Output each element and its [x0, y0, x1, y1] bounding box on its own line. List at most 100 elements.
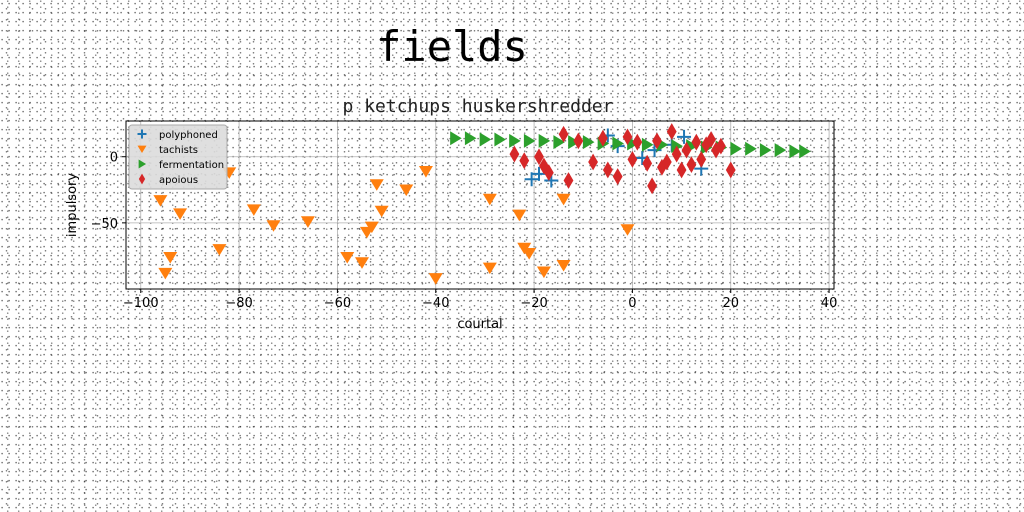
x-tick-label: 40 [821, 296, 838, 311]
x-axis-label: courtal [457, 317, 502, 332]
data-point [369, 179, 384, 191]
series-layer [153, 123, 811, 285]
data-point [563, 172, 574, 189]
data-point [730, 141, 742, 156]
data-point [573, 132, 584, 150]
data-point [464, 131, 477, 146]
data-point [523, 133, 536, 148]
data-point [428, 273, 443, 285]
legend-label: fermentation [159, 160, 224, 171]
data-point [745, 141, 757, 156]
data-point [266, 220, 281, 232]
data-point [553, 135, 565, 150]
data-point [774, 143, 787, 158]
data-point [582, 135, 595, 150]
data-point [686, 156, 697, 174]
data-point [647, 177, 657, 195]
ticks: −100 −80 −60 −40 −20 0 20 40 0 −50 [91, 151, 838, 311]
data-point [598, 129, 608, 147]
data-point [799, 144, 811, 159]
legend-marker [138, 173, 146, 185]
data-point [524, 172, 539, 187]
data-point [173, 208, 188, 220]
x-tick-label: −60 [324, 296, 351, 311]
data-point [612, 136, 624, 151]
data-point [418, 166, 433, 178]
data-point [789, 144, 801, 159]
data-point [759, 143, 772, 158]
data-point [588, 153, 598, 171]
data-point [494, 132, 506, 147]
data-point [482, 262, 497, 275]
x-tick-label: −100 [123, 296, 159, 311]
data-point [536, 266, 551, 279]
y-axis-label: impulsory [65, 173, 80, 237]
data-point [725, 161, 736, 179]
data-point [558, 125, 569, 143]
data-point [212, 244, 227, 256]
x-tick-label: 20 [722, 296, 739, 311]
data-point [538, 133, 551, 148]
data-point [632, 133, 643, 151]
legend-box [128, 124, 228, 190]
legend-marker [137, 145, 147, 154]
data-point [622, 128, 633, 146]
data-point [677, 129, 692, 144]
data-point [671, 145, 682, 163]
legend-label: tachists [159, 145, 198, 156]
data-point [641, 137, 654, 152]
data-point [340, 252, 355, 264]
data-point [661, 153, 672, 171]
data-point [509, 145, 520, 163]
data-point [706, 131, 716, 148]
data-point [153, 195, 168, 207]
data-point [364, 221, 379, 234]
data-point [696, 150, 707, 168]
data-point [374, 205, 389, 218]
series-fermentation [450, 131, 811, 159]
data-point [355, 257, 369, 269]
legend-marker [137, 129, 147, 139]
data-point [666, 123, 677, 140]
legend-label: polyphoned [159, 130, 218, 141]
x-tick-label: −80 [225, 296, 252, 311]
chart-title: p ketchups huskershredder [343, 96, 614, 117]
data-point [519, 152, 530, 170]
x-tick-label: −40 [422, 296, 449, 311]
data-point [556, 259, 571, 272]
data-point [482, 193, 497, 206]
x-tick-label: 0 [628, 296, 636, 311]
y-tick-label: 0 [110, 151, 118, 166]
data-point [556, 193, 571, 206]
data-point [163, 252, 178, 264]
data-point [509, 133, 521, 148]
series-tachists [153, 166, 635, 285]
data-point [534, 148, 544, 166]
legend-marker [138, 159, 147, 169]
data-point [691, 133, 702, 151]
data-point [676, 161, 687, 179]
legend-label: apoious [159, 175, 198, 186]
x-tick-label: −20 [520, 296, 547, 311]
data-point [543, 164, 554, 181]
data-point [652, 132, 662, 150]
data-point [642, 154, 653, 172]
series-apoious [509, 123, 736, 195]
data-point [512, 209, 527, 222]
data-point [671, 139, 683, 154]
data-point [568, 135, 580, 150]
data-point [246, 204, 261, 216]
data-point [602, 161, 613, 179]
data-point [612, 168, 623, 185]
data-point [716, 137, 726, 155]
data-point [627, 150, 638, 168]
legend: polyphoned tachists fermentation apoious [128, 124, 228, 190]
data-point [681, 141, 692, 159]
data-point [158, 267, 173, 280]
data-point [300, 216, 315, 228]
data-point [620, 224, 635, 236]
data-point [399, 184, 414, 197]
plot-area [125, 120, 835, 290]
data-point [450, 131, 462, 146]
